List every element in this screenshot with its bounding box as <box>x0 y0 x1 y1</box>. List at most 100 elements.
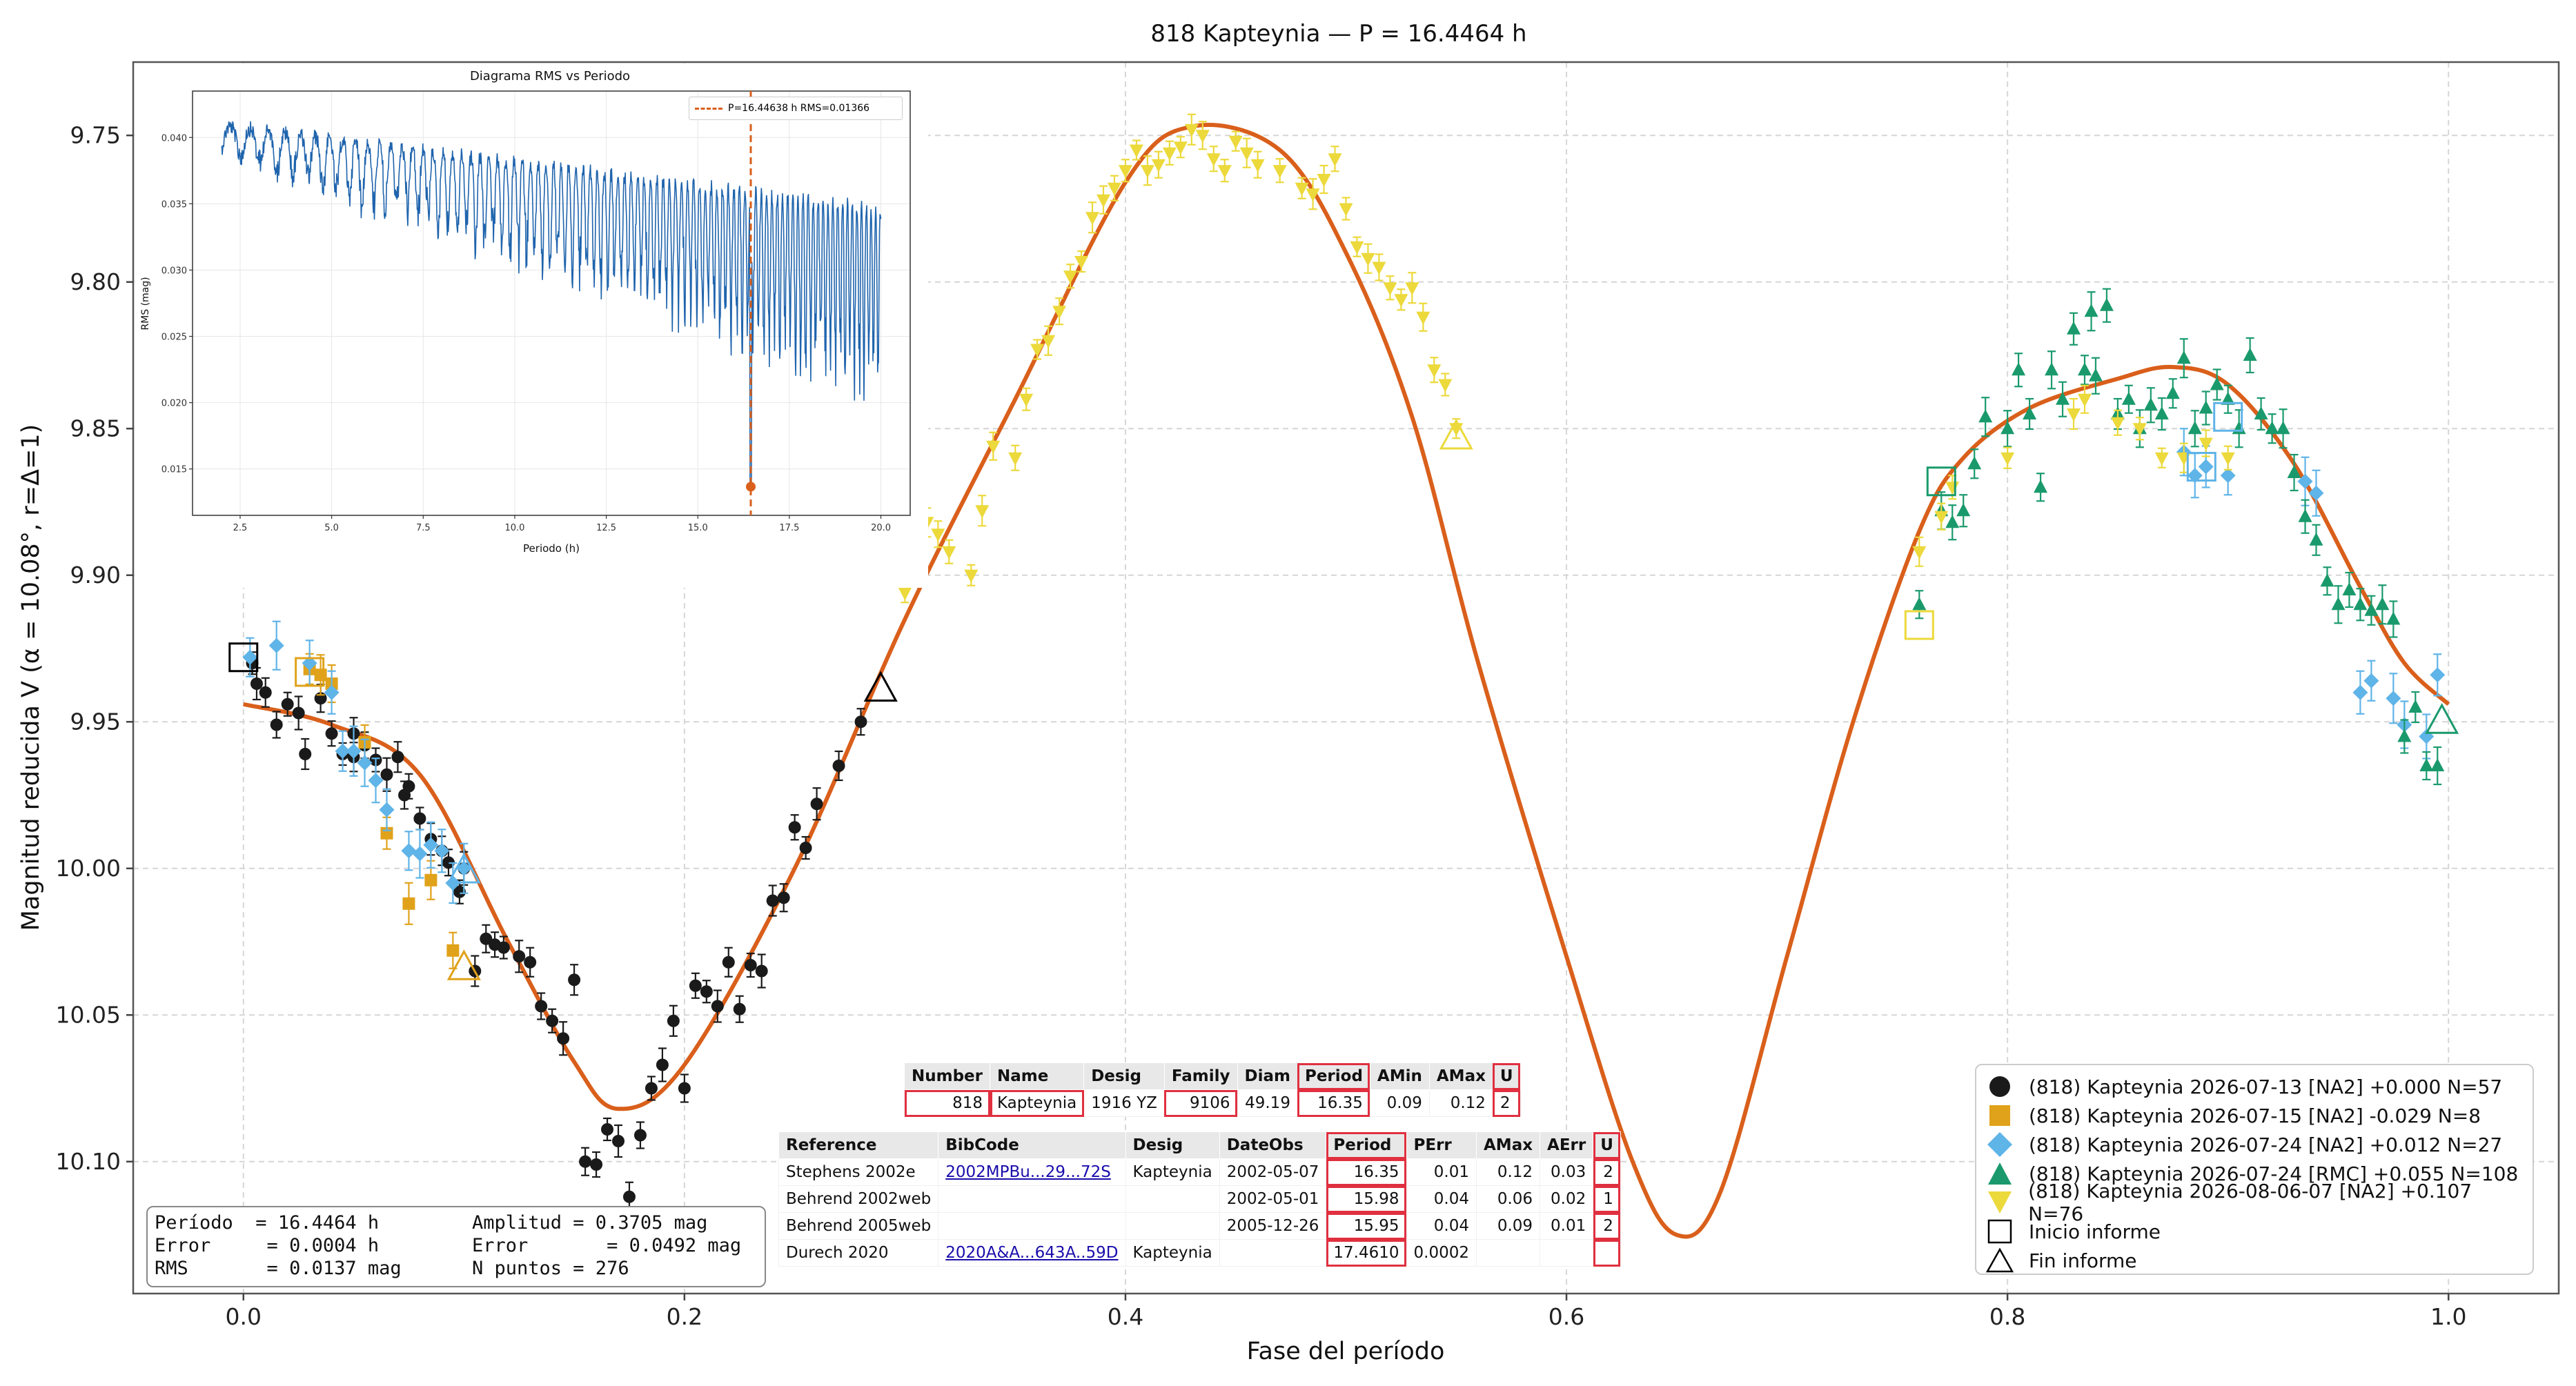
data-point <box>1978 409 1993 423</box>
data-point <box>2408 700 2423 713</box>
inset-x-tick-label: 17.5 <box>779 523 799 533</box>
inset-x-tick-label: 7.5 <box>416 523 431 533</box>
open-triangle-marker-icon <box>1986 1247 2014 1274</box>
cell-aerr: 0.01 <box>1540 1212 1594 1240</box>
cell-dateobs: 2005-12-26 <box>1219 1212 1327 1240</box>
data-point <box>1912 546 1927 560</box>
data-point <box>2154 406 2169 419</box>
y-tick-label: 9.75 <box>70 121 121 148</box>
data-point <box>324 684 340 700</box>
data-point <box>1097 194 1110 208</box>
data-point <box>1217 165 1232 179</box>
cell-period: 15.95 <box>1326 1212 1407 1240</box>
legend-item: Inicio informe <box>1986 1217 2523 1246</box>
data-point <box>250 677 263 690</box>
data-point <box>413 812 426 825</box>
x-axis-ticks: 0.0 0.2 0.4 0.6 0.8 1.0 <box>226 1294 2466 1330</box>
col-diam: Diam <box>1237 1062 1298 1090</box>
data-point <box>2077 393 2092 407</box>
y-tick-label: 9.90 <box>70 562 121 588</box>
data-point <box>612 1135 625 1147</box>
end-marker <box>1439 418 1473 450</box>
data-point <box>2419 729 2435 744</box>
inset-x-tick-label: 12.5 <box>596 523 616 533</box>
inset-y-tick-label: 0.035 <box>161 199 187 210</box>
data-point <box>1956 503 1971 517</box>
col-period: Period <box>1326 1131 1407 1159</box>
end-marker <box>2425 703 2459 734</box>
table-row: 818 Kapteynia 1916 YZ 9106 49.19 16.35 0… <box>904 1089 1521 1117</box>
data-point <box>2419 758 2434 771</box>
data-point <box>1184 123 1199 137</box>
start-marker <box>2186 452 2216 482</box>
inset-x-tick-label: 15.0 <box>688 523 708 533</box>
cell-period: 17.4610 <box>1326 1239 1407 1267</box>
data-point <box>281 697 294 711</box>
references-table: Reference BibCode Desig DateObs Period P… <box>778 1131 1621 1267</box>
cell-dateobs <box>1219 1239 1327 1267</box>
data-point <box>513 950 526 963</box>
x-tick: 1.0 <box>2430 1294 2466 1330</box>
data-point <box>2088 368 2103 382</box>
data-point <box>2199 437 2213 451</box>
data-point <box>1945 482 1960 495</box>
cell-bibcode: 2020A&A...643A..59D <box>938 1239 1126 1267</box>
data-point <box>2430 758 2445 771</box>
data-point <box>766 894 779 907</box>
inset-x-tick-label: 10.0 <box>504 523 524 533</box>
data-point <box>302 655 317 671</box>
cell-family: 9106 <box>1163 1089 1238 1117</box>
data-point <box>1372 261 1386 275</box>
data-point <box>2298 508 2312 522</box>
cell-amax: 0.09 <box>1475 1212 1541 1240</box>
data-point <box>1416 311 1430 325</box>
data-point <box>832 760 845 772</box>
data-point <box>1383 282 1397 296</box>
bibcode-link[interactable]: 2002MPBu...29...72S <box>945 1163 1111 1181</box>
series-0 <box>246 651 867 1212</box>
data-point <box>242 649 258 665</box>
inset-x-label: Periodo (h) <box>523 542 580 555</box>
data-point <box>2154 452 2169 466</box>
data-point <box>497 941 510 954</box>
end-marker <box>863 671 898 702</box>
data-point <box>535 1000 548 1013</box>
legend-label: (818) Kapteynia 2026-08-06-07 [NA2] +0.1… <box>2028 1180 2472 1225</box>
cell-desig <box>1125 1212 1220 1240</box>
data-point <box>633 1129 647 1142</box>
data-points <box>242 113 2446 1212</box>
y-tick: 9.85 <box>70 415 133 442</box>
data-point <box>2099 297 2114 311</box>
cell-desig <box>1125 1185 1220 1213</box>
bibcode-link[interactable]: 2020A&A...643A..59D <box>945 1244 1119 1262</box>
data-point <box>854 715 867 729</box>
best-period-point <box>745 482 756 492</box>
x-tick-label: 0.8 <box>1989 1303 2025 1330</box>
data-point <box>964 569 979 583</box>
data-point <box>380 768 393 781</box>
data-point <box>2386 611 2401 625</box>
data-point <box>1405 282 1419 296</box>
legend-item: (818) Kapteynia 2026-07-13 [NA2] +0.000 … <box>1986 1072 2523 1101</box>
data-point <box>1129 144 1143 158</box>
data-point <box>346 743 362 759</box>
data-point <box>268 637 284 653</box>
inset-y-tick-label: 0.015 <box>161 465 187 475</box>
cell-aerr <box>1540 1239 1594 1267</box>
col-desig: Desig <box>1125 1131 1220 1159</box>
cell-aerr: 0.03 <box>1540 1158 1594 1186</box>
y-axis-ticks: 9.75 9.80 9.85 9.90 9.95 10.00 10.05 10.10 <box>56 121 133 1175</box>
cell-perr: 0.0002 <box>1406 1239 1477 1267</box>
data-point <box>2187 468 2203 484</box>
col-perr: PErr <box>1406 1131 1477 1159</box>
col-family: Family <box>1163 1062 1238 1090</box>
data-point <box>2220 468 2236 484</box>
data-point <box>2386 691 2401 706</box>
inset-title: Diagrama RMS vs Periodo <box>470 69 630 83</box>
chart-legend: (818) Kapteynia 2026-07-13 [NA2] +0.000 … <box>1975 1064 2534 1275</box>
data-point <box>1317 174 1331 187</box>
stat-amplitude-error: Error = 0.0492 mag <box>472 1235 742 1256</box>
data-point <box>1361 253 1375 266</box>
cell-number: 818 <box>904 1089 990 1117</box>
data-point <box>1173 141 1188 155</box>
